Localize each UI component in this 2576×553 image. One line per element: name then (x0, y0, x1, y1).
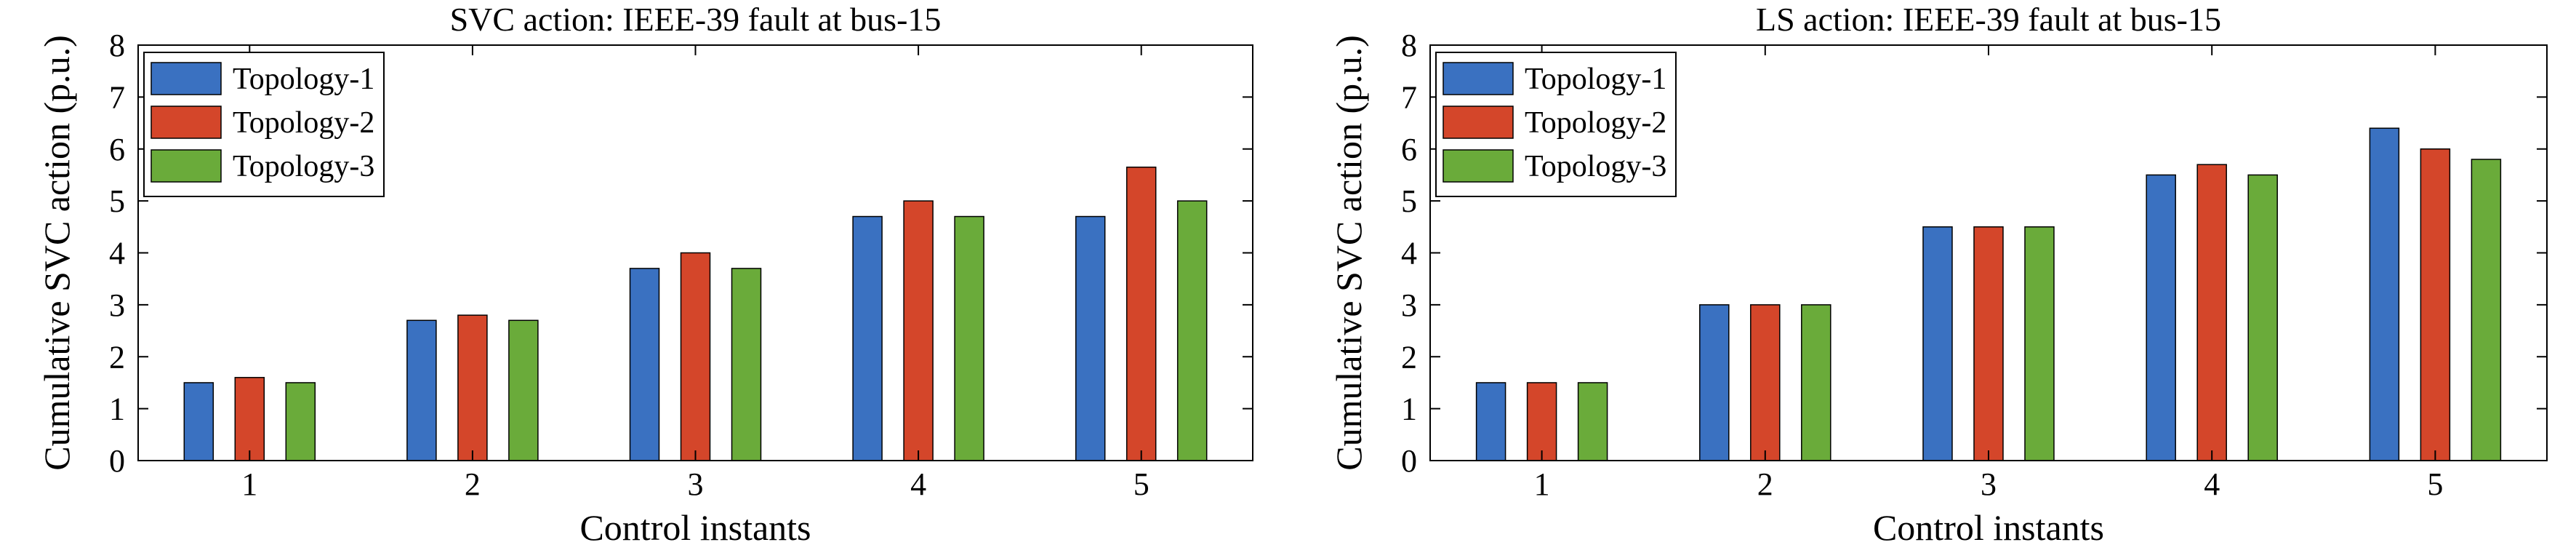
x-tick-label: 3 (1981, 466, 1997, 502)
legend-label-topology-2: Topology-2 (1525, 106, 1666, 140)
y-axis-label: Cumulative SVC action (p.u.) (1328, 35, 1369, 471)
bar-topology-3-3 (731, 268, 762, 461)
y-tick-label: 7 (109, 79, 125, 115)
y-tick-label: 0 (109, 443, 125, 479)
y-tick-label: 5 (109, 183, 125, 219)
legend-swatch-topology-1 (151, 62, 222, 95)
x-tick-label: 2 (465, 466, 481, 502)
bar-topology-2-5 (1126, 166, 1157, 461)
y-tick-label: 8 (1401, 28, 1417, 63)
y-tick-label: 3 (109, 287, 125, 323)
x-tick-label: 1 (1534, 466, 1550, 502)
legend-swatch-topology-1 (1443, 62, 1514, 95)
bar-topology-3-2 (508, 319, 539, 461)
legend-swatch-topology-3 (1443, 149, 1514, 183)
bar-topology-1-1 (183, 382, 214, 461)
bar-topology-1-2 (1699, 304, 1730, 461)
bar-topology-3-5 (2471, 159, 2502, 461)
bar-topology-1-5 (2369, 127, 2400, 461)
bar-topology-2-2 (1750, 304, 1781, 461)
legend-swatch-topology-2 (151, 106, 222, 139)
bar-topology-3-4 (2247, 174, 2278, 461)
legend-label-topology-2: Topology-2 (233, 106, 374, 140)
bar-topology-3-1 (1577, 382, 1608, 461)
y-tick-label: 2 (109, 339, 125, 375)
bar-topology-3-5 (1176, 200, 1208, 461)
bar-topology-3-3 (2024, 226, 2055, 461)
bar-topology-1-5 (1075, 215, 1106, 461)
x-tick-label: 5 (1133, 466, 1149, 502)
bar-topology-2-4 (903, 200, 934, 461)
legend-swatch-topology-2 (1443, 106, 1514, 139)
bar-topology-2-5 (2420, 148, 2451, 461)
bar-topology-2-3 (1973, 226, 2004, 461)
x-tick-label: 2 (1757, 466, 1773, 502)
bar-topology-1-4 (2146, 174, 2176, 461)
y-tick-label: 3 (1401, 287, 1417, 323)
x-tick-label: 4 (2204, 466, 2220, 502)
x-tick-label: 3 (688, 466, 704, 502)
y-tick-label: 5 (1401, 183, 1417, 219)
bar-topology-1-3 (1922, 226, 1953, 461)
x-axis-label: Control instants (1873, 507, 2104, 548)
ls-action-chart: LS action: IEEE-39 fault at bus-15 Contr… (1328, 1, 2548, 548)
bar-topology-2-1 (1526, 382, 1557, 461)
y-tick-label: 7 (1401, 79, 1417, 115)
bar-topology-2-3 (680, 252, 711, 461)
x-tick-label: 4 (910, 466, 926, 502)
chart-title: SVC action: IEEE-39 fault at bus-15 (450, 1, 942, 38)
chart-title: LS action: IEEE-39 fault at bus-15 (1756, 1, 2221, 38)
y-tick-label: 2 (1401, 339, 1417, 375)
bar-topology-2-2 (457, 314, 488, 461)
bar-topology-3-1 (285, 382, 316, 461)
y-tick-label: 1 (109, 391, 125, 427)
legend-swatch-topology-3 (151, 149, 222, 183)
bar-topology-2-1 (234, 377, 265, 461)
y-tick-label: 6 (109, 132, 125, 167)
legend-label-topology-1: Topology-1 (233, 63, 374, 96)
bar-topology-1-1 (1475, 382, 1506, 461)
legend-label-topology-3: Topology-3 (233, 150, 374, 183)
y-tick-label: 6 (1401, 132, 1417, 167)
y-tick-label: 1 (1401, 391, 1417, 427)
bar-topology-3-4 (954, 215, 984, 461)
bar-topology-1-2 (406, 319, 437, 461)
y-tick-label: 8 (109, 28, 125, 63)
bar-topology-3-2 (1801, 304, 1831, 461)
x-tick-label: 1 (241, 466, 257, 502)
y-axis-label: Cumulative SVC action (p.u.) (36, 35, 77, 471)
y-tick-label: 4 (109, 236, 125, 271)
bar-topology-1-4 (852, 215, 883, 461)
x-tick-label: 5 (2427, 466, 2443, 502)
x-axis-label: Control instants (579, 507, 811, 548)
svc-action-chart: SVC action: IEEE-39 fault at bus-15 Cont… (36, 1, 1253, 548)
y-tick-label: 0 (1401, 443, 1417, 479)
bar-topology-1-3 (629, 268, 660, 461)
bar-topology-2-4 (2196, 164, 2227, 461)
y-tick-label: 4 (1401, 236, 1417, 271)
legend-label-topology-3: Topology-3 (1525, 150, 1666, 183)
legend-label-topology-1: Topology-1 (1525, 63, 1666, 96)
